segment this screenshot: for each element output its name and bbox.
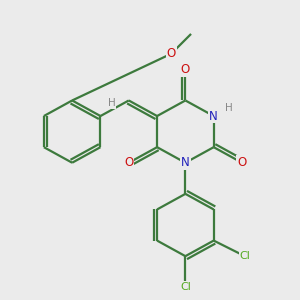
Text: N: N xyxy=(181,156,190,169)
Text: Cl: Cl xyxy=(239,251,250,261)
Text: H: H xyxy=(108,98,116,108)
Text: H: H xyxy=(225,103,233,112)
Text: Cl: Cl xyxy=(180,282,191,292)
Text: O: O xyxy=(181,63,190,76)
Text: O: O xyxy=(237,156,247,169)
Text: O: O xyxy=(124,156,134,169)
Text: O: O xyxy=(167,47,176,60)
Text: N: N xyxy=(209,110,218,122)
